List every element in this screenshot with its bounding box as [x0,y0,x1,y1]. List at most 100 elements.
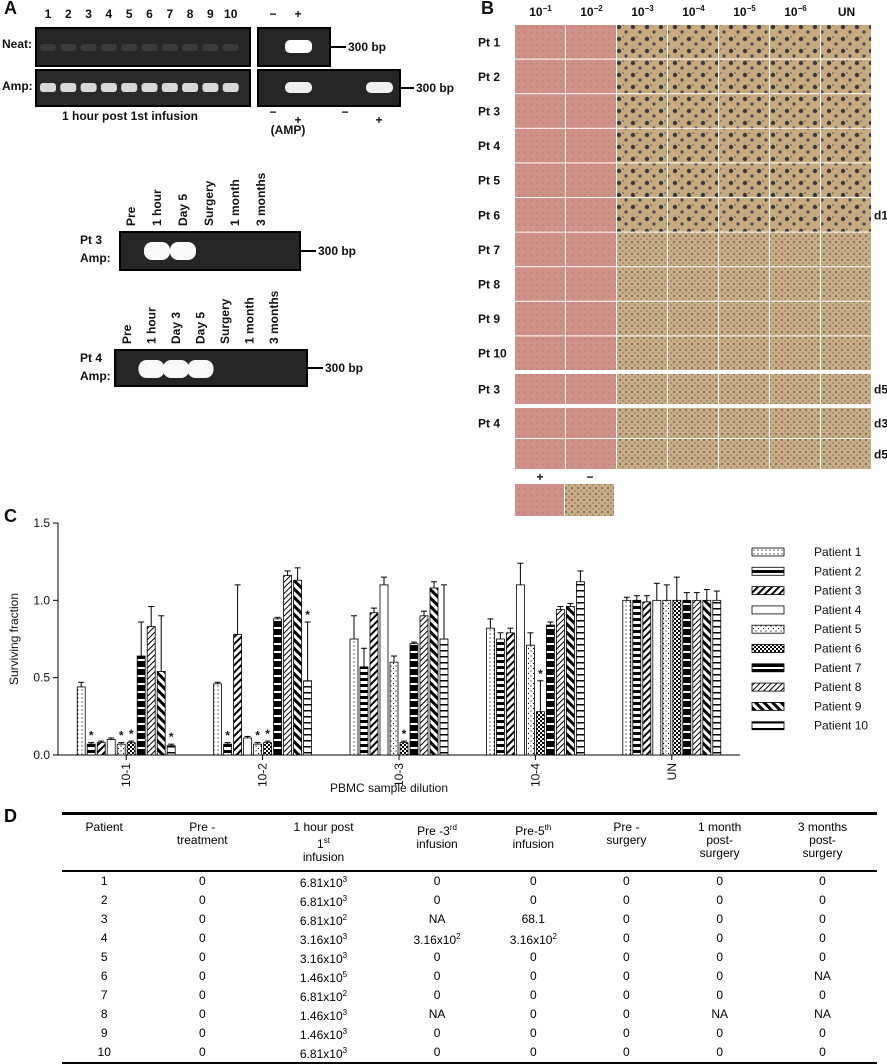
cell-text: 0 [623,931,630,945]
y-axis-label: Surviving fraction [7,593,21,685]
well-image [617,198,667,232]
well-image [566,163,616,197]
bar [349,638,359,756]
patient-label: Pt 2 [478,70,500,84]
table-cell: 6 [62,967,146,986]
cell-text: 1 [100,874,108,888]
bar [86,743,96,756]
table-cell: 0 [485,1005,581,1024]
cell-text: 1.46x103 [299,1027,347,1042]
lane-label: Pre [120,324,134,344]
well-image [617,336,667,370]
well-image [668,25,718,59]
well-image [719,94,769,128]
well-image [617,301,667,336]
cell-text: 0 [819,874,826,888]
well-image [770,232,820,267]
well-image [821,232,871,267]
well-image [770,94,820,128]
table-cell: 0 [146,1024,258,1043]
cell-text: NA [814,1007,831,1021]
gel-band [100,44,117,51]
cell-text: treatment [176,833,228,847]
table-cell: 0 [671,1024,768,1043]
amp-sign: + [294,113,301,127]
gel-band [80,44,97,51]
legend-label: Patient 9 [814,699,862,713]
well-image [719,232,769,267]
significance-marker: * [169,730,174,744]
legend-swatch [751,702,785,711]
error-bar [411,641,417,644]
well-image [668,198,718,232]
gel-band [60,83,77,92]
header-cell: Pre-5th infusion [485,814,581,872]
error-bar [557,606,564,610]
dilution-label: 10−5 [733,4,756,19]
significance-marker: * [402,727,407,741]
gel-band [121,44,138,51]
table-cell: 3.16x102 [485,929,581,948]
y-tick-label: 0.0 [33,748,50,762]
header-cell: 1 hour post 1st infusion [258,814,389,872]
error-bar [294,567,301,581]
table-cell: 0 [768,986,877,1005]
dilution-base: 10 [784,5,798,19]
gel-band [285,82,312,93]
x-tick-label: UN [665,763,679,780]
table-row: 7 0 6.81x102 0 0 0 0 0 [62,986,877,1005]
cell-text: 3 [100,912,108,926]
legend-swatch [751,644,785,653]
well-image [566,439,616,469]
cell-text: 0 [529,969,537,983]
cell-sup: 3 [342,1046,348,1055]
table-cell: 0 [581,1005,671,1024]
x-tick-label: 10-3 [392,763,406,787]
cell-base: Pre -3 [417,824,450,838]
bar [223,743,233,756]
cell-text: 0 [819,1045,826,1059]
table-cell: 0 [768,929,877,948]
well-image [719,408,769,438]
cell-text: 0 [623,1045,630,1059]
table-cell: 0 [146,948,258,967]
table-cell: 10 [62,1043,146,1063]
table-cell: 0 [485,967,581,986]
bar [505,632,515,756]
error-bar [148,606,155,627]
table-cell: 2 [62,891,146,910]
cell-base: 1.46x10 [299,1028,343,1042]
well-image [719,301,769,336]
gel-band [141,44,158,51]
well-image [668,336,718,370]
bar [379,584,389,756]
error-bar [371,607,377,613]
well-image [566,128,616,163]
well-image [668,301,718,336]
lane-label: 3 months [254,172,268,226]
cell-text: 0 [716,893,723,907]
table-cell: 1.46x105 [258,967,389,986]
well-image [719,267,769,301]
bar [622,599,632,756]
cell-base: 6.81x10 [299,876,343,890]
cell-text: Patient [85,820,123,834]
panel-d: D Patient Pre - treatment 1 hour post 1st inf… [0,800,887,1063]
well-image [821,374,871,404]
significance-marker: * [119,729,124,743]
dilution-label: UN [838,5,855,19]
well-image [770,25,820,59]
bar [359,666,369,756]
bar [546,624,555,756]
well-image [821,163,871,197]
panel-label: C [4,506,17,526]
patient-label: Pt 3 [478,383,500,397]
cell-text: infusion [416,837,458,851]
table-cell: 0 [146,910,258,929]
table-cell: 7 [62,986,146,1005]
marker-label: 300 bp [325,361,363,375]
well-image [821,94,871,128]
table-cell: 0 [146,929,258,948]
cell-sup: 2 [456,932,461,941]
error-bar [224,742,231,745]
